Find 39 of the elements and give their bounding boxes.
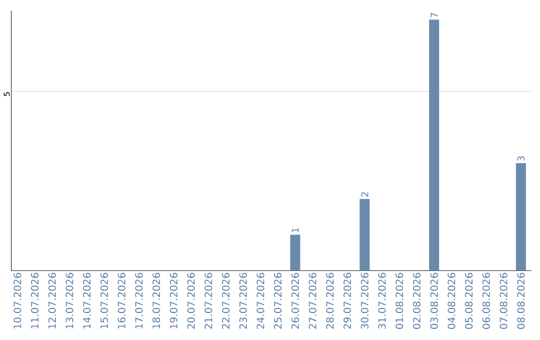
- x-tick-label: 08.08.2026: [517, 272, 525, 329]
- x-tick-label: 28.07.2026: [326, 272, 334, 329]
- x-tick-label: 25.07.2026: [274, 272, 282, 329]
- x-tick-label: 02.08.2026: [412, 272, 421, 329]
- bar: [360, 198, 370, 271]
- x-tick-label: 17.07.2026: [135, 272, 143, 328]
- x-tick-label: 23.07.2026: [239, 272, 247, 329]
- x-tick-label: 07.08.2026: [500, 272, 508, 329]
- x-tick-label: 18.07.2026: [152, 272, 160, 328]
- data-label: 1: [292, 228, 299, 232]
- x-tick-label: 22.07.2026: [222, 272, 230, 329]
- x-tick-label: 04.08.2026: [448, 272, 456, 329]
- x-tick-label: 21.07.2026: [204, 272, 212, 329]
- data-label: 7: [430, 12, 438, 18]
- x-tick-label: 26.07.2026: [291, 272, 299, 329]
- ref-line-label: 5: [4, 92, 10, 96]
- x-tick-label: 27.07.2026: [308, 272, 316, 329]
- bar: [290, 234, 300, 271]
- x-tick-label: 05.08.2026: [465, 272, 473, 329]
- x-tick-label: 20.07.2026: [187, 272, 195, 329]
- x-tick-label: 13.07.2026: [66, 272, 74, 328]
- x-tick-label: 06.08.2026: [482, 272, 490, 329]
- x-tick-label: 11.07.2026: [30, 272, 39, 328]
- x-tick-label: 12.07.2026: [48, 272, 56, 328]
- x-tick-label: 16.07.2026: [118, 272, 126, 328]
- bar: [516, 163, 526, 271]
- x-tick-label: 03.08.2026: [430, 272, 438, 329]
- data-label: 2: [361, 192, 368, 197]
- x-tick-label: 29.07.2026: [344, 272, 352, 329]
- x-tick-label: 01.08.2026: [396, 272, 404, 329]
- data-label: 3: [517, 156, 524, 161]
- x-tick-label: 15.07.2026: [100, 272, 108, 328]
- x-tick-label: 30.07.2026: [360, 272, 368, 329]
- x-tick-label: 14.07.2026: [83, 272, 91, 328]
- x-tick-label: 24.07.2026: [256, 272, 264, 329]
- x-tick-label: 19.07.2026: [170, 272, 178, 328]
- x-tick-label: 31.07.2026: [378, 272, 386, 329]
- x-tick-label: 10.07.2026: [14, 272, 22, 328]
- bar: [429, 20, 440, 271]
